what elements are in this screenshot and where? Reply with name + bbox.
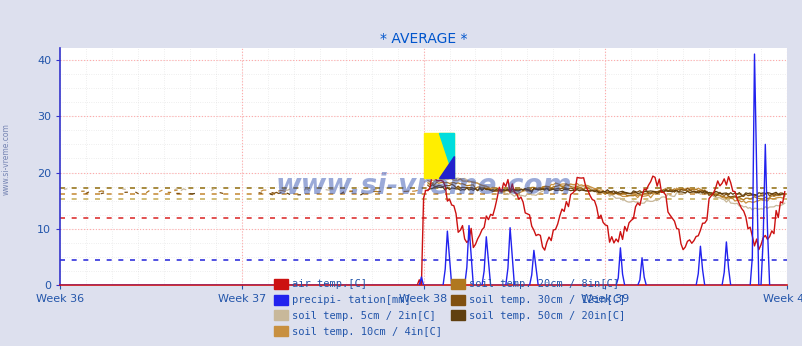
Bar — [423, 133, 453, 178]
Polygon shape — [438, 133, 453, 178]
Title: * AVERAGE *: * AVERAGE * — [379, 32, 467, 46]
Text: www.si-vreme.com: www.si-vreme.com — [2, 123, 11, 195]
Text: www.si-vreme.com: www.si-vreme.com — [275, 172, 571, 200]
Polygon shape — [438, 156, 453, 178]
Legend: air temp.[C], precipi- tation[mm], soil temp. 5cm / 2in[C], soil temp. 10cm / 4i: air temp.[C], precipi- tation[mm], soil … — [269, 275, 629, 341]
